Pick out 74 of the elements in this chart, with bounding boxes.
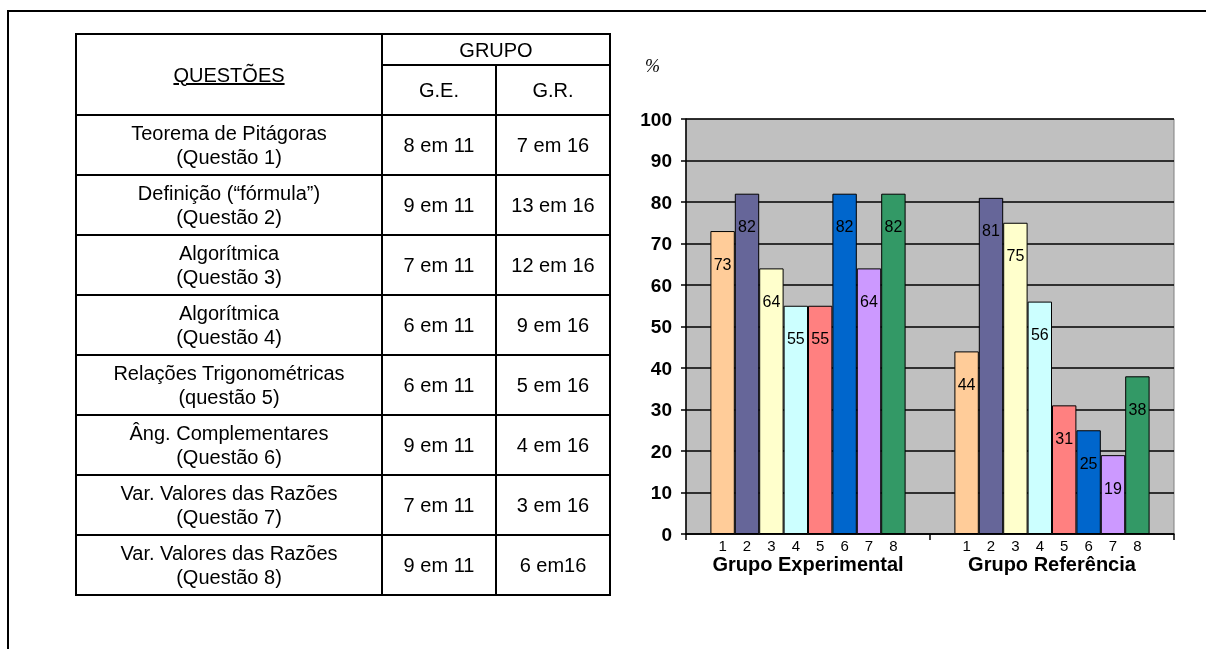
text: 6 em16 — [519, 554, 587, 576]
text: 9 em 11 — [403, 194, 475, 216]
text: 7 em 11 — [403, 254, 475, 276]
text: 3 — [1011, 537, 1020, 554]
y-tick-label: 70 — [650, 233, 672, 254]
series-label: 1 — [718, 537, 727, 554]
data-label: 82 — [835, 218, 854, 236]
data-label: 44 — [957, 375, 976, 393]
category-label: Âng. Complementares (Questão 6) — [129, 422, 329, 468]
data-label: 55 — [811, 330, 830, 348]
text: 5 — [1060, 537, 1069, 554]
series-label: 8 — [889, 537, 898, 554]
category-label: Relações Trigonométricas (questão 5) — [113, 362, 345, 408]
text: 4 — [1035, 537, 1044, 554]
data-label: 19 — [1104, 479, 1122, 497]
text: 1 — [962, 537, 971, 554]
text: 9 em 16 — [516, 314, 590, 336]
text: 6 — [1084, 537, 1093, 554]
category-label: G.R. — [496, 65, 610, 115]
text: 8 em 11 — [403, 134, 475, 156]
text: 4 em 16 — [516, 434, 590, 456]
y-tick-label: 10 — [650, 482, 672, 503]
category-label: Var. Valores das Razões (Questão 8) — [120, 542, 338, 588]
text: QUESTÕES — [173, 63, 285, 86]
series-label: 2 — [742, 537, 752, 554]
text: 8 — [1133, 537, 1142, 554]
x-tick-label: Grupo Experimental — [712, 553, 904, 575]
y-tick-label: 100 — [640, 108, 672, 130]
data-label: 31 — [1055, 429, 1074, 447]
text: 5 em 16 — [516, 374, 590, 396]
y-tick-label: 30 — [650, 399, 672, 420]
data-label: 56 — [1030, 326, 1049, 344]
series-label: 6 — [840, 537, 849, 554]
data-label: 55 — [786, 330, 805, 348]
y-axis-title: % — [645, 56, 660, 76]
series-label: 7 — [864, 537, 874, 554]
text: 7 em 16 — [516, 134, 590, 156]
data-label: 81 — [982, 222, 1000, 240]
text: 13 em 16 — [511, 194, 595, 216]
category-label: Definição (“fórmula”) (Questão 2) — [137, 182, 321, 228]
text: 7 em 11 — [403, 494, 475, 516]
data-label: 82 — [884, 218, 903, 236]
text: 7 — [1108, 537, 1118, 554]
text: 2 — [986, 537, 996, 554]
text: 9 em 11 — [403, 434, 475, 456]
text: 9 em 11 — [403, 554, 475, 576]
y-tick-label: 80 — [650, 191, 672, 213]
y-tick-label: 20 — [650, 440, 672, 462]
category-label: Algorítmica (Questão 3) — [176, 242, 282, 288]
data-label: 64 — [762, 292, 781, 310]
x-tick-label: Grupo Referência — [968, 553, 1137, 575]
text: GRUPO — [382, 34, 610, 65]
series-label: 3 — [767, 537, 776, 554]
text: 6 em 11 — [403, 374, 475, 396]
category-label: Teorema de Pitágoras (Questão 1) — [131, 122, 327, 168]
text: 6 em 11 — [403, 314, 475, 336]
data-label: 25 — [1079, 454, 1098, 472]
y-tick-label: 0 — [661, 523, 672, 545]
text: 3 em 16 — [516, 494, 590, 516]
data-label: 38 — [1128, 400, 1147, 418]
data-label: 82 — [738, 218, 756, 236]
data-label: 75 — [1006, 247, 1025, 265]
category-label: Var. Valores das Razões (Questão 7) — [120, 482, 338, 528]
category-label: Algorítmica (Questão 4) — [176, 302, 282, 348]
text: 12 em 16 — [511, 254, 595, 276]
category-label: G.E. — [382, 65, 496, 115]
data-label: 73 — [713, 255, 732, 273]
y-tick-label: 90 — [650, 150, 672, 171]
y-tick-label: 60 — [650, 274, 672, 296]
y-tick-label: 40 — [650, 357, 672, 379]
data-label: 64 — [860, 292, 878, 310]
series-label: 5 — [816, 537, 825, 554]
series-label: 4 — [791, 537, 800, 554]
y-tick-label: 50 — [650, 316, 672, 337]
